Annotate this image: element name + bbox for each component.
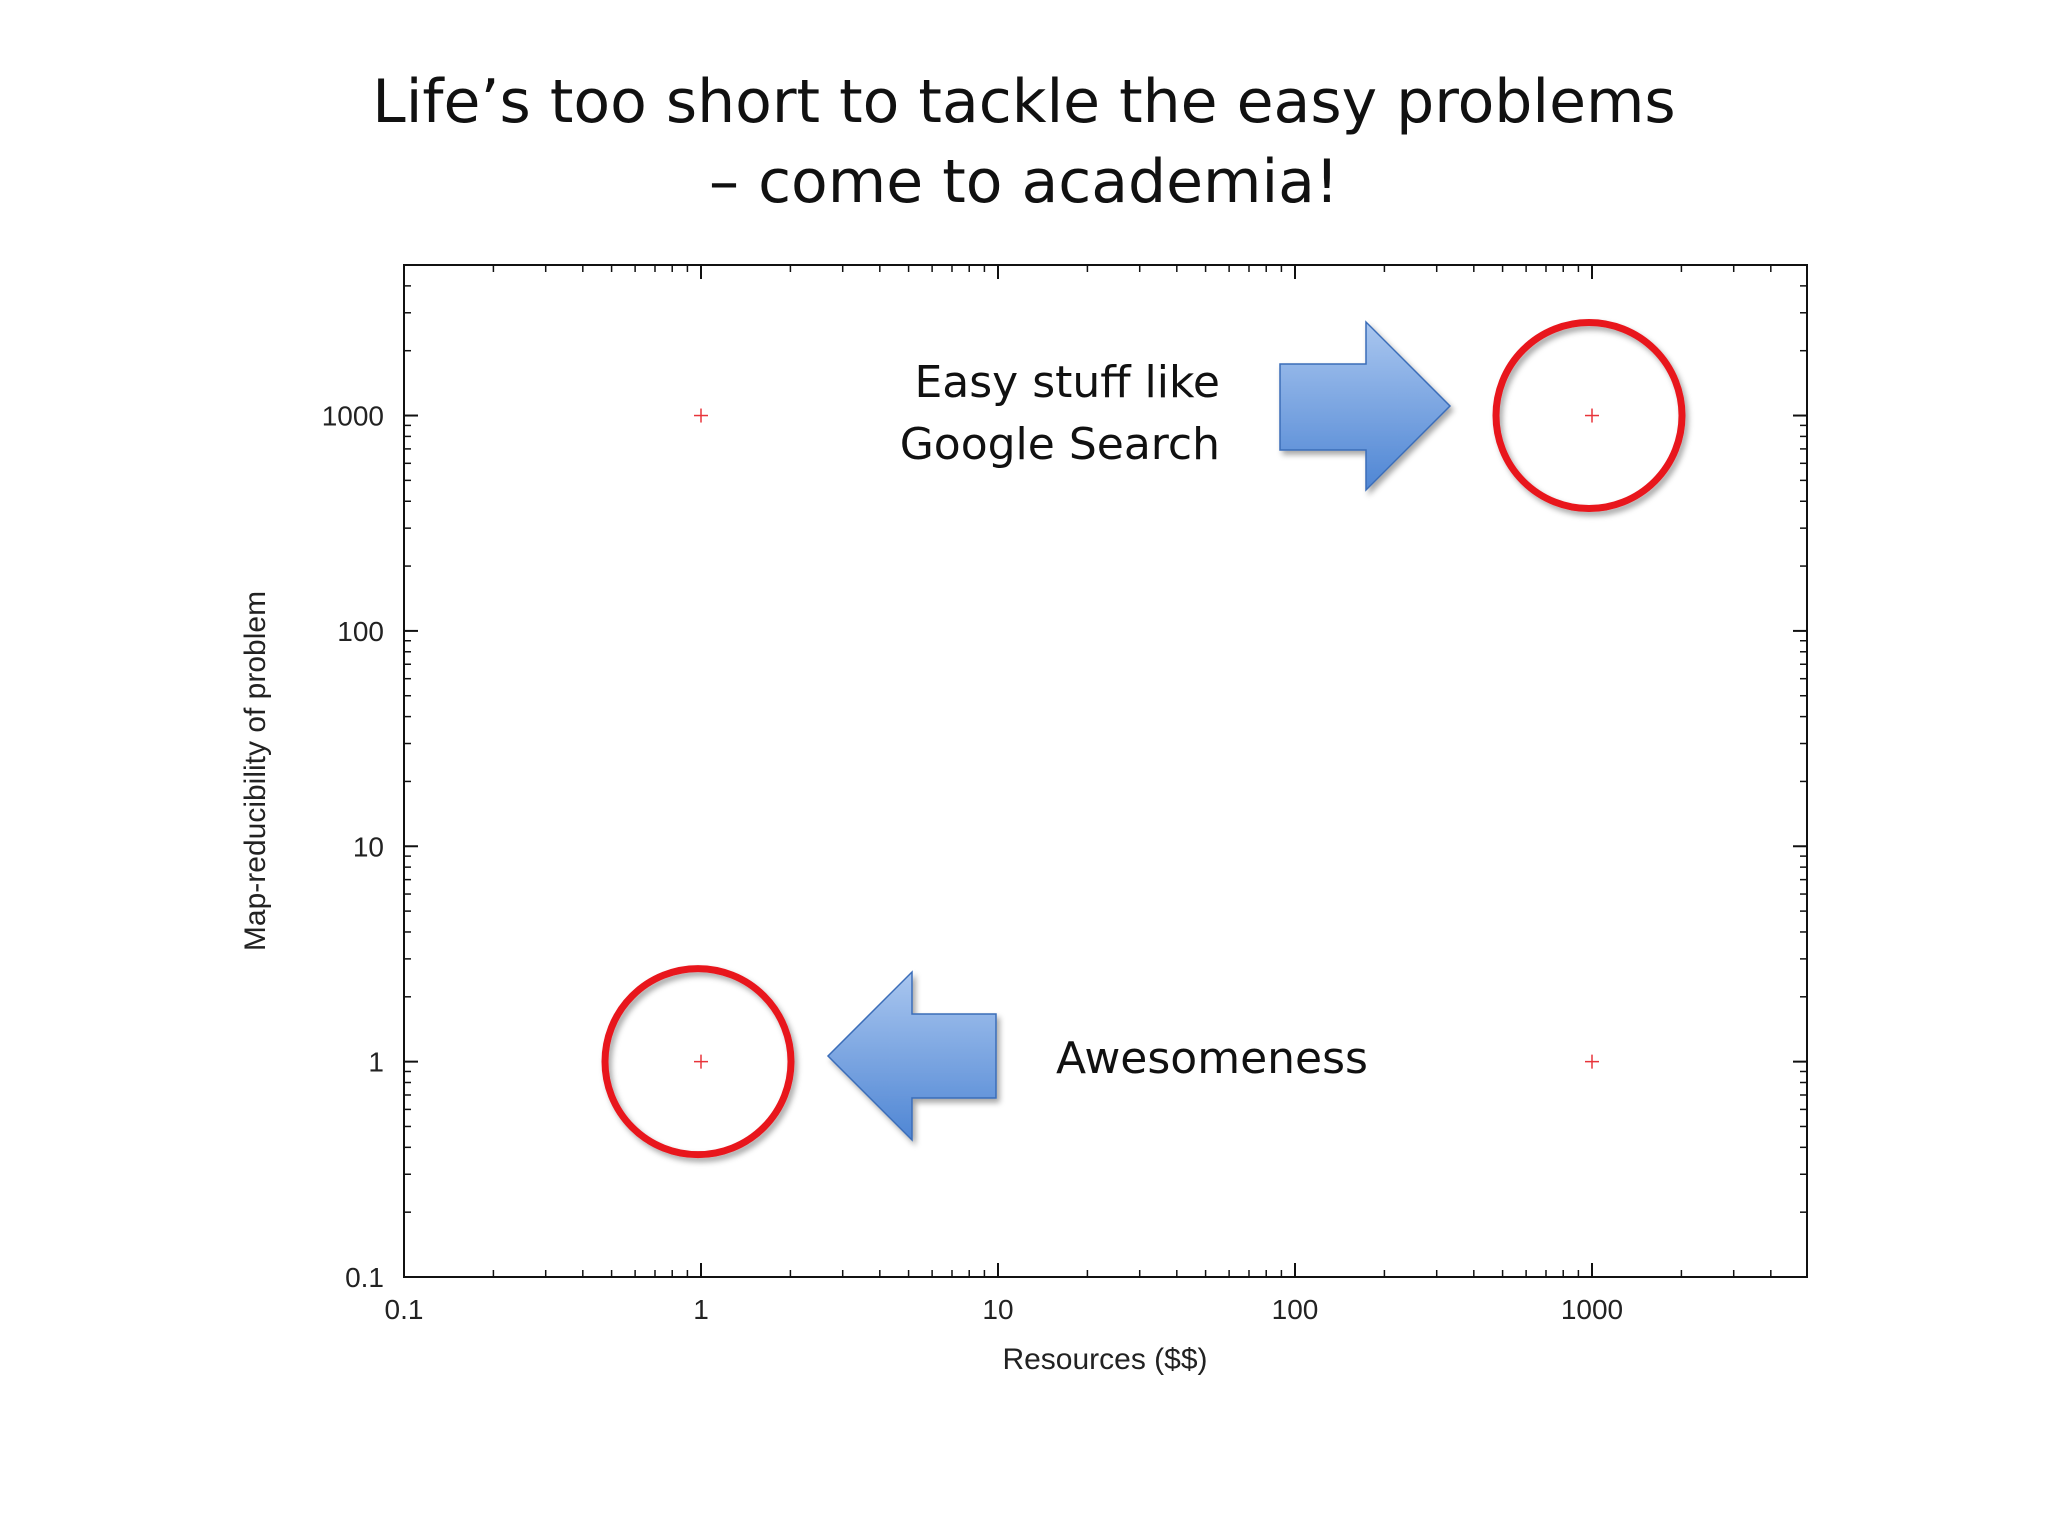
x-tick-label: 0.1 (385, 1294, 424, 1325)
y-axis-label: Map-reducibility of problem (239, 591, 272, 951)
data-point (1585, 1054, 1599, 1069)
annotation-easy-line-2: Google Search (899, 419, 1220, 470)
y-tick-label: 100 (337, 616, 384, 647)
y-tick-label: 1 (368, 1047, 384, 1078)
x-axis-label: Resources ($$) (1002, 1343, 1207, 1376)
highlight-circle (601, 965, 795, 1159)
left-arrow-icon (826, 970, 997, 1142)
plot-frame (403, 264, 1808, 1278)
x-tick-label: 1000 (1561, 1294, 1623, 1325)
data-point (1585, 408, 1599, 423)
right-arrow-icon (1279, 320, 1452, 492)
axis-tick-labels: 0.1 1 10 100 1000 0.1 1 10 100 1000 (322, 401, 1623, 1325)
x-tick-label: 1 (693, 1294, 709, 1325)
data-point (694, 1054, 708, 1069)
highlight-circle (1492, 319, 1686, 513)
y-tick-label: 1000 (322, 401, 384, 432)
axis-ticks (403, 265, 1807, 1278)
x-tick-label: 10 (982, 1294, 1013, 1325)
slide-title-line-1: Life’s too short to tackle the easy prob… (372, 67, 1676, 137)
annotation-easy-line-1: Easy stuff like (914, 357, 1220, 408)
y-tick-label: 10 (353, 831, 384, 862)
annotation-easy-stuff: Easy stuff like Google Search (900, 352, 1220, 476)
slide-title-line-2: – come to academia! (709, 147, 1339, 217)
highlight-circles (601, 319, 1686, 1159)
y-tick-label: 0.1 (345, 1262, 384, 1293)
data-points (694, 408, 1599, 1069)
x-tick-label: 100 (1272, 1294, 1319, 1325)
annotation-awesomeness: Awesomeness (1056, 1033, 1368, 1084)
data-point (694, 408, 708, 423)
